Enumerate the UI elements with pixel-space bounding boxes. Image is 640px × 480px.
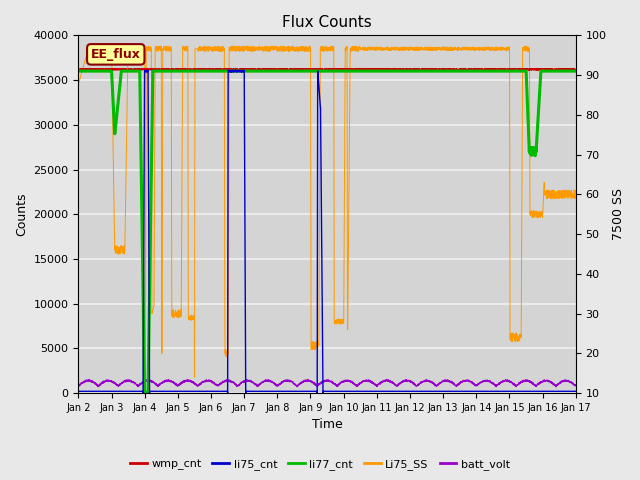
Li75_SS xyxy=(287,47,295,52)
Li75_SS xyxy=(572,188,580,194)
li75_cnt xyxy=(75,388,83,394)
wmp_cnt xyxy=(266,66,273,72)
Li75_SS xyxy=(161,47,168,52)
batt_volt xyxy=(265,377,273,383)
wmp_cnt xyxy=(285,67,292,73)
Line: wmp_cnt: wmp_cnt xyxy=(79,69,576,70)
wmp_cnt xyxy=(572,67,580,72)
wmp_cnt xyxy=(131,67,139,72)
Li75_SS xyxy=(131,48,139,54)
batt_volt xyxy=(403,377,410,383)
li75_cnt xyxy=(266,388,273,394)
Line: li77_cnt: li77_cnt xyxy=(79,71,576,394)
Text: EE_flux: EE_flux xyxy=(91,48,141,61)
batt_volt xyxy=(509,380,516,386)
batt_volt xyxy=(161,378,168,384)
li75_cnt xyxy=(131,388,139,394)
li77_cnt xyxy=(266,68,273,74)
Title: Flux Counts: Flux Counts xyxy=(282,15,372,30)
Li75_SS xyxy=(75,82,83,87)
Y-axis label: 7500 SS: 7500 SS xyxy=(612,188,625,240)
batt_volt xyxy=(552,384,559,390)
Li75_SS xyxy=(266,48,273,54)
wmp_cnt xyxy=(75,66,83,72)
li77_cnt xyxy=(287,68,294,74)
li77_cnt xyxy=(509,68,516,74)
li77_cnt xyxy=(131,68,139,74)
li77_cnt xyxy=(75,68,83,74)
li75_cnt xyxy=(140,390,147,396)
wmp_cnt xyxy=(161,66,168,72)
li75_cnt xyxy=(161,388,168,394)
li75_cnt xyxy=(287,388,295,394)
wmp_cnt xyxy=(563,66,570,72)
li75_cnt xyxy=(572,388,580,394)
Li75_SS xyxy=(509,334,516,339)
li75_cnt xyxy=(231,67,239,73)
Li75_SS xyxy=(563,192,570,197)
Legend: wmp_cnt, li75_cnt, li77_cnt, Li75_SS, batt_volt: wmp_cnt, li75_cnt, li77_cnt, Li75_SS, ba… xyxy=(125,455,515,474)
li77_cnt xyxy=(572,68,580,74)
batt_volt xyxy=(287,379,294,384)
X-axis label: Time: Time xyxy=(312,419,342,432)
Y-axis label: Counts: Counts xyxy=(15,192,28,236)
wmp_cnt xyxy=(226,66,234,72)
batt_volt xyxy=(572,383,580,388)
Line: batt_volt: batt_volt xyxy=(79,380,576,387)
li75_cnt xyxy=(509,388,516,394)
batt_volt xyxy=(131,380,139,386)
li75_cnt xyxy=(563,388,570,394)
wmp_cnt xyxy=(509,66,516,72)
li77_cnt xyxy=(142,391,150,396)
Line: Li75_SS: Li75_SS xyxy=(79,46,576,377)
Li75_SS xyxy=(244,43,252,49)
li77_cnt xyxy=(563,68,570,74)
li77_cnt xyxy=(161,68,168,74)
batt_volt xyxy=(75,384,83,390)
wmp_cnt xyxy=(287,66,295,72)
batt_volt xyxy=(563,378,570,384)
Li75_SS xyxy=(141,374,149,380)
Line: li75_cnt: li75_cnt xyxy=(79,70,576,393)
